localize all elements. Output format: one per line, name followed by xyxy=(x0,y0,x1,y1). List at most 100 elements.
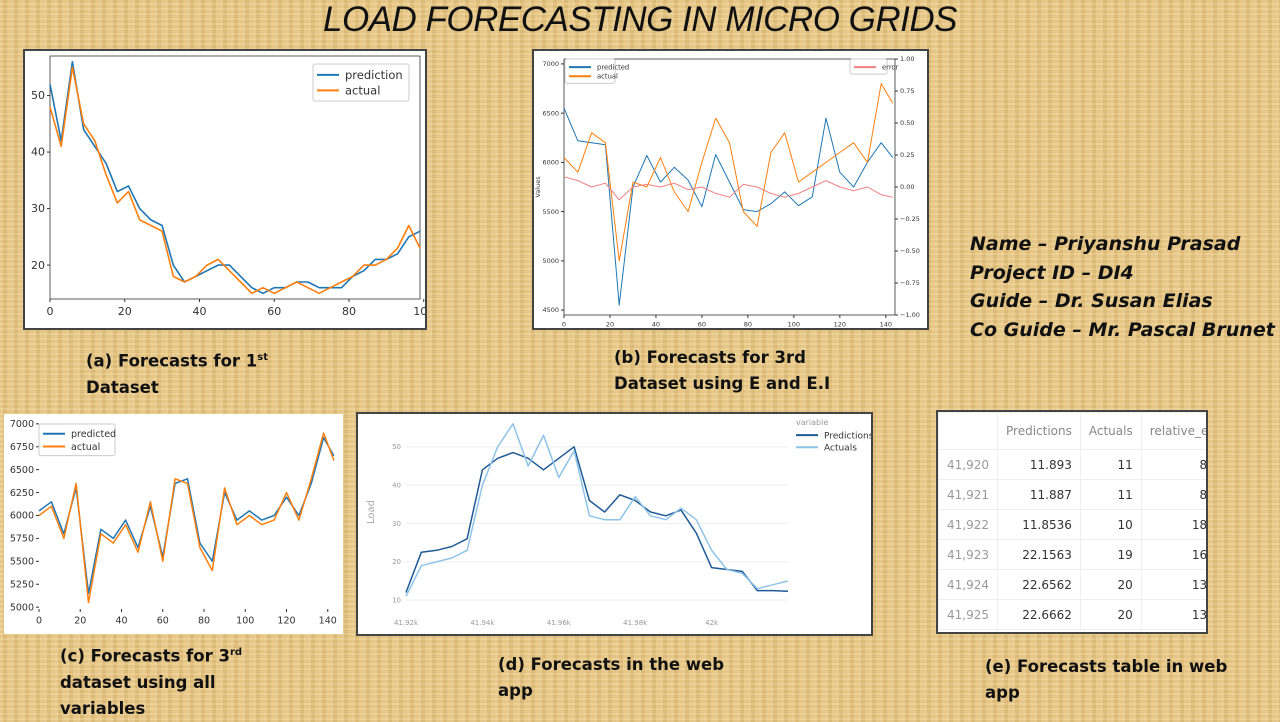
plot-frame xyxy=(49,55,421,300)
y-tick-label: 40 xyxy=(31,146,45,159)
column-header xyxy=(938,412,998,450)
caption-c-line3: variables xyxy=(60,698,146,718)
series-line-predicted xyxy=(38,436,335,595)
x-tick-label: 0 xyxy=(562,321,566,329)
y-tick-label: 10 xyxy=(392,597,401,605)
forecast-table: PredictionsActualsrelative_error%41,9201… xyxy=(938,412,1206,630)
y-axis-label: Values xyxy=(534,176,542,198)
x-tick-label: 41.98k xyxy=(623,619,648,627)
series-line-actual xyxy=(38,432,335,604)
row-index: 41,921 xyxy=(938,479,998,510)
x-tick-label: 20 xyxy=(118,305,132,318)
x-tick-label: 41.94k xyxy=(470,619,495,627)
y2-tick-label: −0.50 xyxy=(900,247,920,255)
y-tick-label: 6750 xyxy=(10,442,34,453)
row-index: 41,922 xyxy=(938,509,998,540)
x-tick-label: 100 xyxy=(413,305,425,318)
y2-axis-label: Error xyxy=(926,179,927,195)
y-tick-label: 6250 xyxy=(10,488,34,499)
column-header: Predictions xyxy=(997,412,1081,450)
x-tick-label: 42k xyxy=(705,619,719,627)
legend-label-actual: actual xyxy=(597,73,618,81)
table-cell: 20 xyxy=(1079,569,1142,600)
x-tick-label: 40 xyxy=(192,305,206,318)
table-cell: 13.3312 xyxy=(1140,599,1206,630)
series-line-predictions xyxy=(405,446,789,593)
x-tick-label: 120 xyxy=(834,321,846,329)
y2-tick-label: 0.50 xyxy=(900,119,914,127)
caption-b-line2: Dataset using E and E.I xyxy=(614,374,831,393)
y-axis-label: Load xyxy=(366,500,377,524)
y-tick-label: 30 xyxy=(392,520,401,528)
legend-label-prediction: prediction xyxy=(345,68,403,82)
y2-tick-label: −1.00 xyxy=(900,311,920,319)
caption-d: (d) Forecasts in the web app xyxy=(498,652,724,704)
chart-b-panel: 4500 5000 5500 6000 6500 7000 0 20 40 60 80 100 120 1… xyxy=(532,49,934,330)
caption-e: (e) Forecasts table in web app xyxy=(985,654,1227,706)
y-tick-label: 7000 xyxy=(10,419,34,430)
student-name: Name – Priyanshu Prasad xyxy=(970,233,1241,255)
chart-b: 4500 5000 5500 6000 6500 7000 0 20 40 60 80 100 120 1… xyxy=(534,55,934,329)
y-tick-label: 20 xyxy=(31,259,45,272)
x-tick-label: 140 xyxy=(880,321,892,329)
chart-c-panel: 5000 5250 5500 5750 6000 6250 6500 6750 7000 0 20 4… xyxy=(4,414,343,634)
y-tick-label: 5000 xyxy=(10,602,34,613)
table-cell: 11.893 xyxy=(997,449,1081,480)
x-tick-label: 120 xyxy=(277,616,295,627)
caption-d-line1: (d) Forecasts in the web xyxy=(498,655,725,674)
y2-tick-label: 0.00 xyxy=(900,183,914,191)
caption-a-line2: Dataset xyxy=(86,377,159,397)
caption-b-line1: (b) Forecasts for 3rd xyxy=(614,348,806,367)
series-line-prediction xyxy=(49,60,421,295)
row-index: 41,924 xyxy=(938,569,998,600)
series-line-actual xyxy=(49,66,421,295)
table-cell: 16.6122 xyxy=(1140,539,1206,570)
table-cell: 18.5362 xyxy=(1140,509,1206,540)
y-tick-label: 4500 xyxy=(542,306,559,314)
x-tick-label: 60 xyxy=(157,616,169,627)
x-tick-label: 60 xyxy=(698,321,706,329)
co-guide-name: Co Guide – Mr. Pascal Brunet xyxy=(970,318,1275,341)
x-tick-label: 0 xyxy=(47,305,54,318)
column-header: Actuals xyxy=(1079,412,1142,450)
table-cell: 11.887 xyxy=(997,479,1081,510)
y-tick-label: 30 xyxy=(31,202,45,215)
legend-label-actual: actual xyxy=(345,83,380,97)
y2-tick-label: −0.75 xyxy=(900,279,920,287)
caption-e-line2: app xyxy=(985,683,1020,702)
x-tick-label: 80 xyxy=(744,321,752,329)
legend-label-actuals: Actuals xyxy=(824,443,857,453)
y-tick-label: 50 xyxy=(392,443,401,451)
table-cell: 11 xyxy=(1079,449,1142,480)
table-cell: 22.6562 xyxy=(997,569,1081,600)
legend-box xyxy=(564,58,616,84)
series-line-error xyxy=(563,176,893,201)
legend-box xyxy=(312,63,410,102)
y-tick-label: 5250 xyxy=(10,579,34,590)
column-header: relative_error% xyxy=(1140,412,1206,450)
table-cell: 22.1563 xyxy=(997,539,1081,570)
x-tick-label: 0 xyxy=(36,616,42,627)
table-cell: 11.8536 xyxy=(997,509,1081,540)
y-tick-label: 50 xyxy=(31,89,45,102)
y-tick-label: 6000 xyxy=(542,159,559,167)
y-tick-label: 6000 xyxy=(10,511,34,522)
legend-label-predicted: predicted xyxy=(597,63,629,71)
table-cell: 8.1177 xyxy=(1140,449,1206,480)
legend-label-actual: actual xyxy=(71,442,100,453)
caption-a-sup: st xyxy=(257,352,269,363)
y2-tick-label: 0.25 xyxy=(900,151,914,159)
chart-d: 10 20 30 40 50 41.92k 41.94k 41.96k 41.98k 42k Loa… xyxy=(366,418,874,627)
y2-tick-label: 1.00 xyxy=(900,55,914,63)
table-cell: 8.0632 xyxy=(1140,479,1206,510)
chart-c: 5000 5250 5500 5750 6000 6250 6500 6750 7000 0 20 4… xyxy=(10,419,337,627)
x-tick-label: 20 xyxy=(606,321,614,329)
y-tick-label: 20 xyxy=(392,558,401,566)
legend-label-error: error xyxy=(882,63,899,71)
